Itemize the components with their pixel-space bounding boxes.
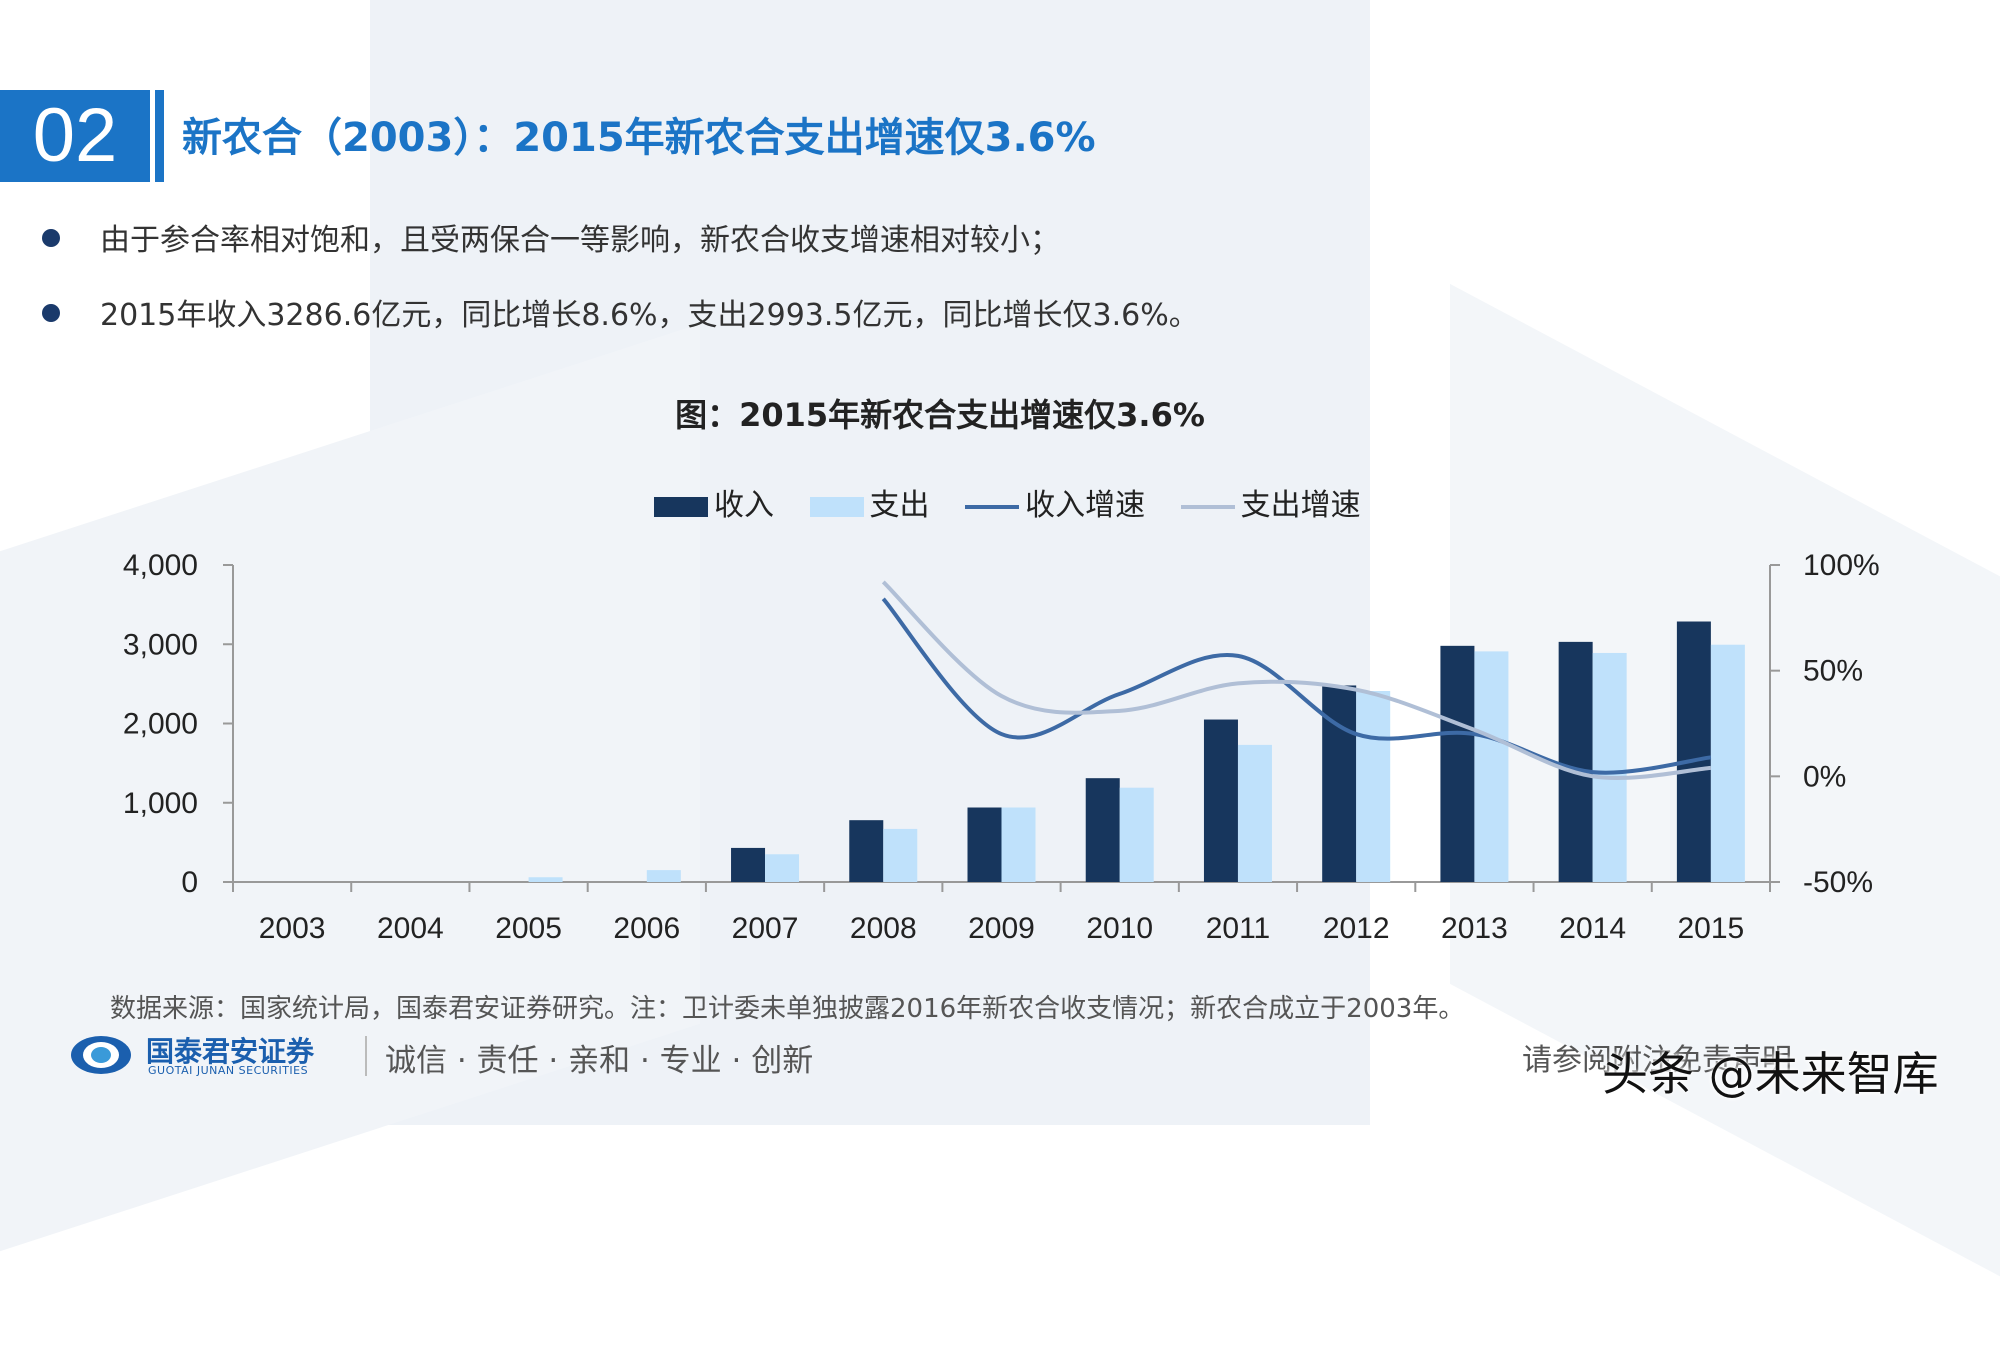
bar-expense [528,877,563,882]
legend-item-expense: 支出 [809,480,930,524]
x-tick-label: 2013 [1441,912,1508,945]
footer-divider [365,1036,367,1076]
bullet-text: 2015年收入3286.6亿元，同比增长8.6%，支出2993.5亿元，同比增长… [100,298,1199,333]
bar-income [1085,778,1120,882]
bar-expense [646,870,681,882]
legend-swatch-income [654,496,708,517]
y-left-tick-label: 3,000 [123,628,198,661]
x-tick-label: 2008 [850,912,917,945]
bar-income [967,807,1002,882]
bullet-text: 由于参合率相对饱和，且受两保合一等影响，新农合收支增速相对较小； [100,223,1060,258]
bar-income [1676,621,1711,882]
chart-legend: 收入 支出 收入增速 支出增速 [654,480,1387,524]
x-tick-label: 2012 [1323,912,1390,945]
y-left-tick-label: 0 [181,866,198,899]
x-tick-label: 2004 [377,912,444,945]
bar-income [731,847,766,882]
legend-swatch-expense-growth [1180,504,1235,509]
watermark: 头条 @未来智库 [1602,1047,1939,1101]
bullet-dot-icon [42,228,60,247]
company-slogan: 诚信 · 责任 · 亲和 · 专业 · 创新 [385,1043,814,1079]
section-number: 02 [0,90,150,182]
legend-item-income: 收入 [654,480,774,524]
x-tick-label: 2011 [1206,912,1271,945]
line-expense-growth [881,580,1712,781]
x-tick-label: 2010 [1086,912,1153,945]
bar-expense [1001,807,1036,882]
x-tick-label: 2005 [495,912,562,945]
bar-expense [1710,644,1745,882]
legend-swatch-expense [809,496,864,517]
y-left-tick-label: 1,000 [123,787,198,820]
x-tick-label: 2014 [1559,912,1626,945]
y-right-tick-label: 0% [1803,760,1846,793]
section-divider [155,90,164,182]
x-tick-label: 2006 [613,912,680,945]
bar-expense [1592,652,1627,882]
y-left-tick-label: 4,000 [123,549,198,582]
bar-expense [883,828,918,882]
guotai-junan-logo-icon [71,1036,131,1074]
legend-label: 支出增速 [1240,488,1361,523]
bar-expense [765,854,800,882]
page-title: 新农合（2003）：2015年新农合支出增速仅3.6% [182,115,1096,161]
bullet-item: 由于参合率相对饱和，且受两保合一等影响，新农合收支增速相对较小； [42,215,1060,259]
legend-label: 收入 [714,488,774,523]
y-left-tick-label: 2,000 [123,708,198,741]
bullet-item: 2015年收入3286.6亿元，同比增长8.6%，支出2993.5亿元，同比增长… [42,290,1199,334]
x-tick-label: 2003 [259,912,326,945]
y-right-tick-label: 50% [1803,655,1863,688]
bar-income [1322,685,1357,882]
legend-swatch-income-growth [965,504,1020,509]
chart-title: 图：2015年新农合支出增速仅3.6% [675,396,1205,434]
company-name-cn: 国泰君安证券 [146,1035,315,1068]
y-right-tick-label: 100% [1803,549,1880,582]
combo-chart: 0 1,000 2,000 3,000 4,000 -50% 0% 50% 100% 2003 20… [123,549,1880,945]
bullet-dot-icon [42,303,60,322]
x-tick-label: 2015 [1678,912,1745,945]
legend-label: 收入增速 [1025,488,1146,523]
disclaimer-text: 请参阅附注免责声明 [1522,1043,1792,1078]
bar-income [1203,719,1238,882]
legend-item-income-growth: 收入增速 [965,480,1145,524]
bar-expense [1237,744,1272,882]
y-right-tick-label: -50% [1803,866,1873,899]
bar-income [849,820,884,882]
legend-label: 支出 [869,488,930,523]
company-name-en: GUOTAI JUNAN SECURITIES [148,1064,309,1077]
source-footnote: 数据来源：国家统计局，国泰君安证券研究。注：卫计委未单独披露2016年新农合收支… [110,994,1465,1024]
legend-item-expense-growth: 支出增速 [1180,480,1361,524]
bar-income [1558,641,1593,882]
bar-expense [1356,691,1391,882]
bar-income [1440,645,1475,882]
bar-expense [1474,651,1509,882]
x-tick-label: 2007 [732,912,799,945]
x-tick-label: 2009 [968,912,1035,945]
bar-expense [1119,787,1154,882]
